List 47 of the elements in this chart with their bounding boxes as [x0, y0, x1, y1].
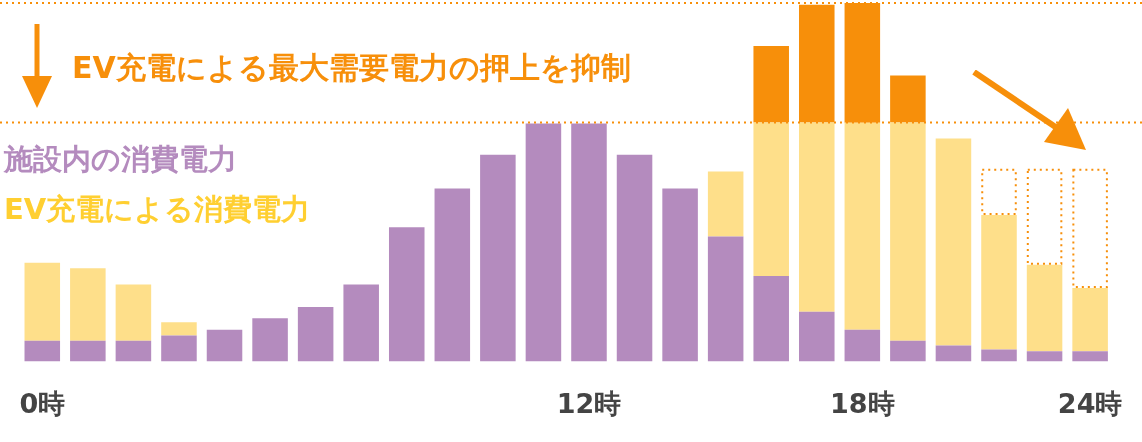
bar [24, 340, 61, 362]
bar [753, 122, 789, 276]
bar [707, 236, 744, 362]
bar [935, 345, 972, 362]
bar [799, 311, 835, 362]
bar [799, 122, 835, 312]
bar [525, 123, 562, 362]
bar [981, 214, 1017, 350]
x-tick-label: 24時 [1057, 387, 1123, 419]
bar [388, 227, 425, 362]
bar [890, 340, 926, 362]
bar [115, 340, 152, 362]
bar [753, 275, 789, 362]
bar [844, 329, 881, 362]
bar [1072, 288, 1108, 352]
bar [1026, 351, 1063, 362]
bar [161, 322, 197, 336]
bar [890, 122, 926, 341]
bar [981, 349, 1017, 362]
bar [616, 154, 653, 362]
bar [206, 329, 243, 362]
bar [297, 307, 334, 362]
bar [434, 188, 471, 362]
x-tick-label: 12時 [556, 387, 622, 419]
text: 施設内の消費電力 [4, 141, 237, 178]
bar [707, 171, 744, 237]
x-tick-label: 18時 [830, 387, 895, 419]
series-label: EV充電による消費電力 [4, 191, 311, 228]
bar [935, 138, 972, 346]
annotation: EV充電による最大需要電力の押上を抑制 [72, 49, 631, 87]
bar [571, 123, 607, 362]
x-tick-label: 0時 [19, 387, 66, 419]
bar [981, 168, 1017, 215]
bar [70, 268, 106, 341]
bar [480, 154, 516, 362]
bar [1026, 264, 1063, 352]
bar [662, 188, 698, 362]
bar [70, 340, 106, 362]
bar [1072, 351, 1108, 362]
bar [343, 284, 379, 362]
bar [1072, 168, 1108, 289]
bar [844, 122, 881, 330]
bar [1026, 168, 1063, 265]
bar [161, 335, 197, 362]
bar [115, 284, 152, 341]
bar [24, 262, 61, 341]
bar [252, 318, 288, 362]
